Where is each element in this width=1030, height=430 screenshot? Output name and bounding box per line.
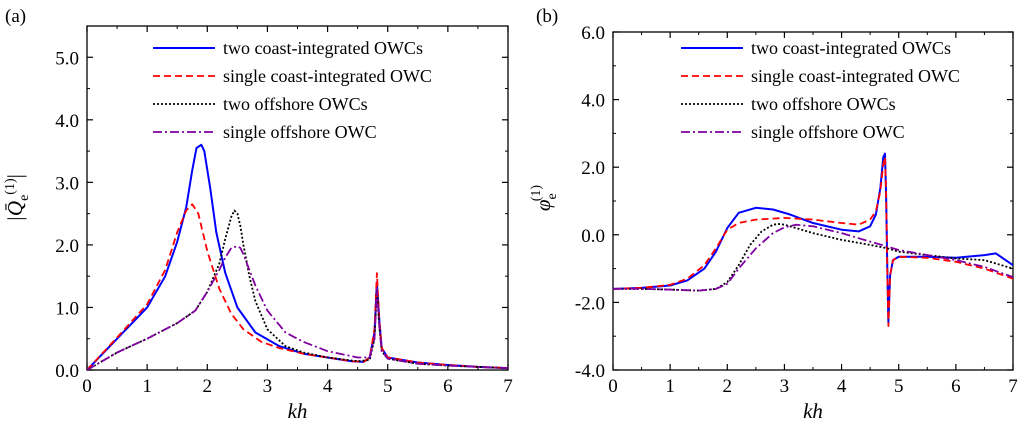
legend-label: two coast-integrated OWCs [223,38,423,58]
x-tick-label: 1 [665,376,675,397]
x-tick-label: 2 [203,376,213,397]
x-tick-label: 4 [837,376,847,397]
y-tick-label: 0.0 [55,361,79,382]
y-tick-label: 3.0 [55,173,79,194]
x-tick-label: 7 [1008,376,1018,397]
x-tick-label: 6 [443,376,453,397]
x-tick-label: 4 [323,376,333,397]
y-tick-label: 5.0 [55,48,79,69]
x-tick-label: 0 [82,376,92,397]
legend-label: two coast-integrated OWCs [751,38,951,58]
chart-panel-a: 0 1 2 3 4 5 6 7 0.0 1.0 2.0 3.0 4.0 5.0 (a) kh |Q̄e(1)| t… [3,6,513,423]
y-axis-label-sup: (1) [3,178,18,195]
y-axis-label-sub: e [17,195,32,201]
y-tick-label: -2.0 [575,293,605,314]
series-line-4 [87,245,508,370]
y-tick-label: 2.0 [581,158,605,179]
y-tick-label: 4.0 [55,111,79,132]
y-tick-label: 2.0 [55,236,79,257]
y-axis-label-main: |Q̄ [3,201,27,222]
legend-label: two offshore OWCs [223,94,368,114]
series-line-4 [613,223,1013,292]
legend-label: single coast-integrated OWC [751,66,960,86]
x-tick-label: 7 [503,376,513,397]
y-axis-label-sub: e [545,193,560,199]
y-axis-label: |Q̄e(1)| [3,174,32,222]
legend-label: two offshore OWCs [751,94,896,114]
x-tick-label: 1 [142,376,152,397]
x-tick-label: 5 [383,376,393,397]
x-tick-label: 5 [894,376,904,397]
series-line-2 [613,156,1013,327]
y-axis-label-bar: | [3,174,27,178]
y-tick-label: 1.0 [55,298,79,319]
y-tick-label: 6.0 [581,23,605,44]
x-axis-label: kh [288,399,308,423]
x-tick-label: 2 [723,376,733,397]
x-tick-label: 3 [780,376,790,397]
series-line-2 [87,203,508,370]
series-line-1 [613,152,1013,324]
series-line-3 [87,209,508,370]
x-tick-label: 3 [263,376,273,397]
y-tick-label: 0.0 [581,226,605,247]
chart-panel-b: 0 1 2 3 4 5 6 7 -4.0 -2.0 0.0 2.0 4.0 6.0 (b) kh φe(1) tw… [529,6,1018,423]
panel-label: (a) [5,6,26,27]
legend-label: single coast-integrated OWC [223,66,432,86]
y-axis-label: φe(1) [529,185,560,212]
y-axis-label-main: φ [531,199,555,211]
legend-label: single offshore OWC [223,122,377,142]
y-tick-label: -4.0 [575,361,605,382]
x-tick-label: 6 [951,376,961,397]
x-tick-label: 0 [608,376,618,397]
x-axis-label: kh [803,399,823,423]
y-axis-label-sup: (1) [529,185,544,202]
panel-label: (b) [536,6,558,27]
legend-label: single offshore OWC [751,122,905,142]
y-tick-label: 4.0 [581,91,605,112]
